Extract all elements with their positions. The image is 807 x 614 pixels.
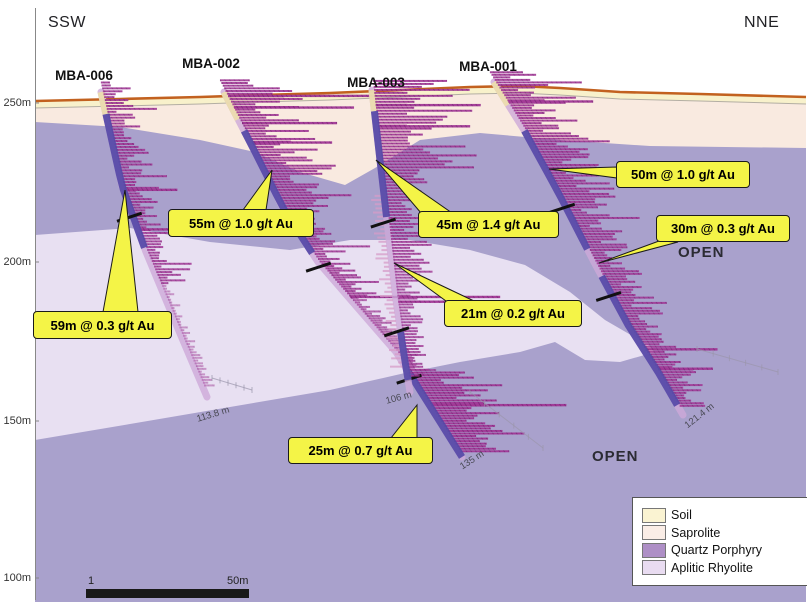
legend-item-label: Saprolite — [671, 525, 721, 540]
legend-item-label: Quartz Porphyry — [671, 543, 763, 557]
assay-callout: 55m @ 1.0 g/t Au — [168, 209, 314, 237]
open-label: OPEN — [678, 244, 725, 261]
assay-callout: 25m @ 0.7 g/t Au — [288, 437, 433, 464]
legend-item-soil: Soil — [642, 507, 806, 523]
drillhole-label-mba-003: MBA-003 — [347, 75, 405, 90]
legend-swatch-icon — [642, 507, 666, 523]
mineralized-interval — [102, 113, 148, 249]
assay-callout: 50m @ 1.0 g/t Au — [616, 161, 750, 188]
scale-bar-end-label: 50m — [227, 575, 249, 587]
depth-tick-200m: 200m — [3, 256, 31, 268]
legend-item-label: Aplitic Rhyolite — [671, 560, 753, 575]
legend-swatch-icon — [642, 525, 666, 540]
scale-bar — [86, 589, 249, 598]
legend-swatch-icon — [642, 542, 666, 558]
legend-item-aplitic-rhyolite: Aplitic Rhyolite — [642, 560, 806, 575]
direction-label-nne: NNE — [744, 14, 780, 31]
drillhole-label-mba-002: MBA-002 — [182, 56, 240, 71]
mineralized-interval — [598, 274, 681, 407]
open-label: OPEN — [592, 448, 639, 465]
depth-tick-100m: 100m — [3, 572, 31, 584]
legend-item-quartz-porphyry: Quartz Porphyry — [642, 542, 806, 558]
mineralized-interval — [405, 369, 465, 459]
legend-swatch-icon — [642, 560, 666, 575]
depth-tick-150m: 150m — [3, 415, 31, 427]
assay-callout: 45m @ 1.4 g/t Au — [418, 211, 559, 238]
drillhole-label-mba-006: MBA-006 — [55, 68, 113, 83]
scale-bar-start-label: 1 — [88, 575, 95, 587]
assay-callout: 59m @ 0.3 g/t Au — [33, 311, 172, 339]
assay-callout: 21m @ 0.2 g/t Au — [444, 300, 582, 327]
depth-tick-250m: 250m — [3, 97, 31, 109]
direction-label-ssw: SSW — [48, 14, 86, 31]
legend-box: Soil Saprolite Quartz Porphyry Aplitic Rhyo… — [632, 497, 807, 586]
legend-item-label: Soil — [671, 508, 692, 522]
mineralized-interval — [397, 331, 412, 381]
mineralized-interval — [521, 129, 591, 251]
legend-item-saprolite: Saprolite — [642, 525, 806, 540]
assay-callout: 30m @ 0.3 g/t Au — [656, 215, 790, 242]
drillhole-label-mba-001: MBA-001 — [459, 59, 517, 74]
